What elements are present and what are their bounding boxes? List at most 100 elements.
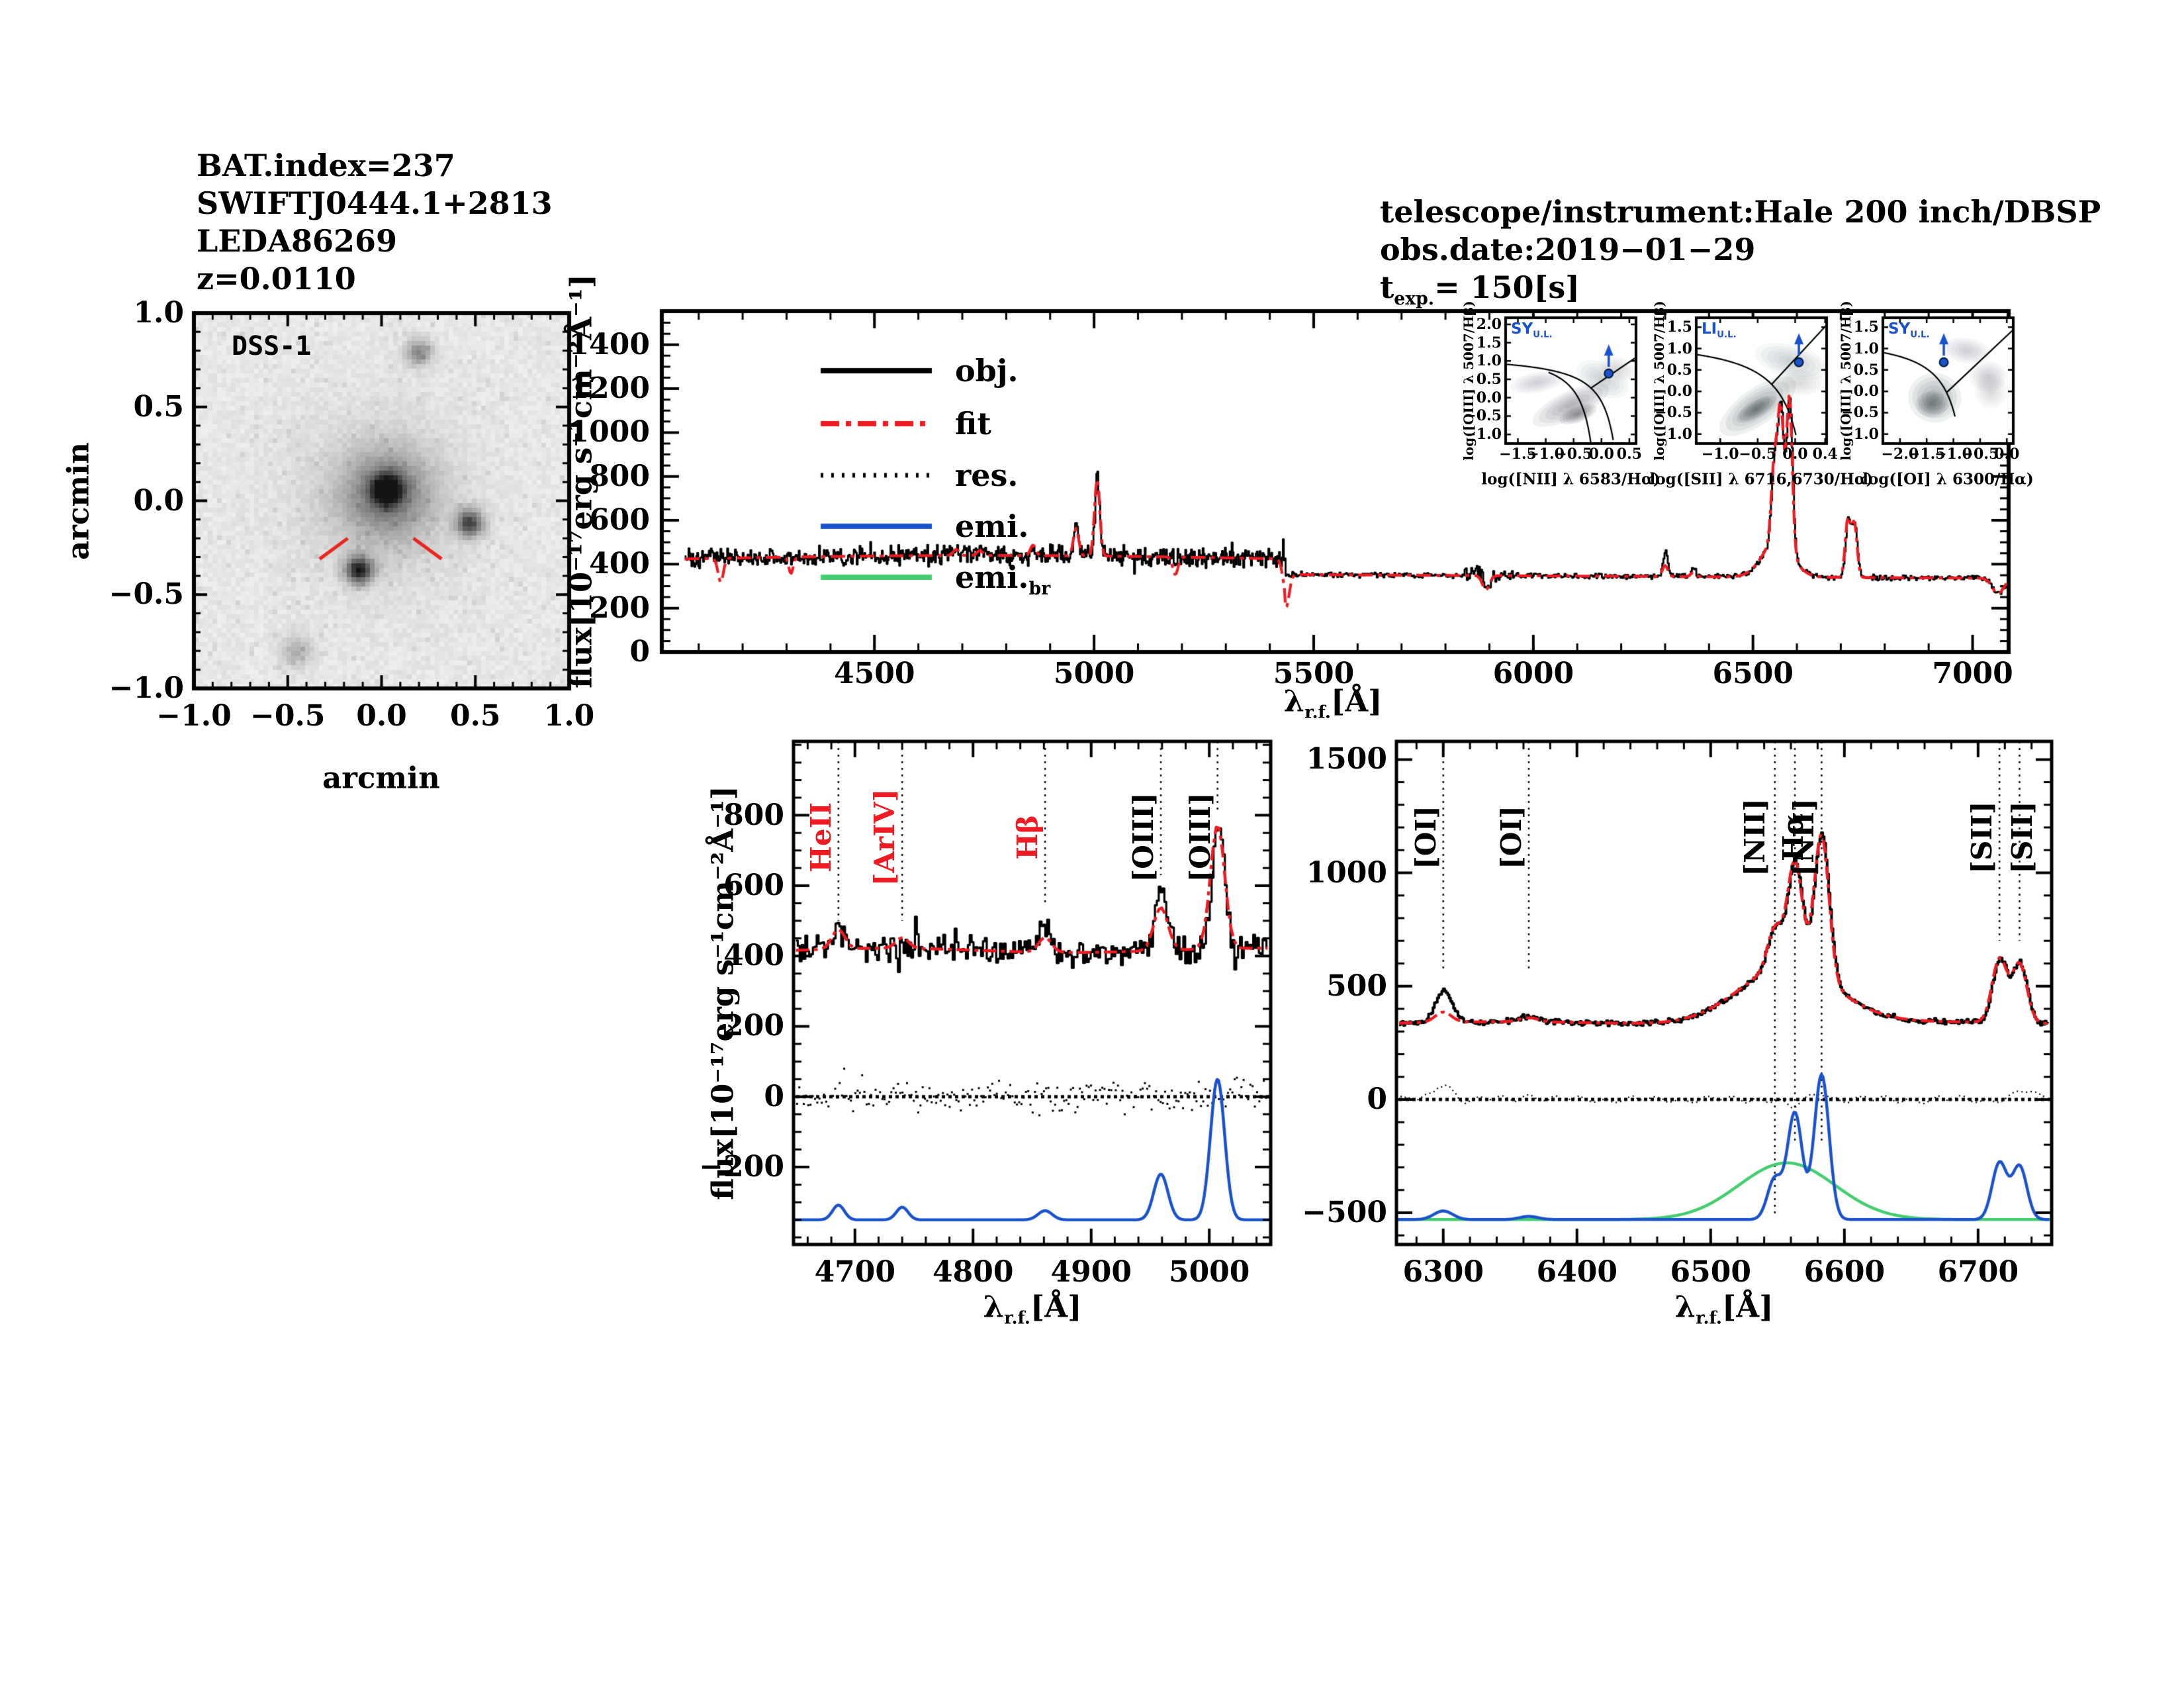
target-info-block: BAT.index=237 SWIFTJ0444.1+2813 LEDA8626… xyxy=(197,147,553,298)
dss-xaxis-title: arcmin xyxy=(322,760,440,796)
emission-line-label: [SII] xyxy=(1966,801,1999,874)
main-ytick-label: 600 xyxy=(589,503,650,538)
main-xtick-label: 6000 xyxy=(1492,657,1574,690)
bpt-ytick-label: −1.0 xyxy=(1841,425,1879,443)
bpt-xtick-label: −0.5 xyxy=(1961,445,1999,463)
emission-line-label: Hβ xyxy=(1011,815,1044,860)
bpt-xtick-label: 0.0 xyxy=(1994,445,2020,463)
zoom-xtick-label: 6300 xyxy=(1402,1255,1484,1289)
zoom-ytick-label: 0 xyxy=(764,1079,784,1113)
zoomblue-yaxis-title: flux[10⁻¹⁷erg s⁻¹cm⁻²Å⁻¹] xyxy=(705,786,741,1200)
bpt-ytick-label: −0.5 xyxy=(1655,404,1692,422)
bpt-xtick-label: −0.5 xyxy=(1739,445,1777,463)
obs-date: obs.date:2019−01−29 xyxy=(1380,232,1756,267)
main-ytick-label: 0 xyxy=(629,635,650,669)
zoom-xtick-label: 4800 xyxy=(933,1255,1014,1289)
main-ytick-label: 800 xyxy=(589,459,650,493)
leda-name: LEDA86269 xyxy=(197,223,398,259)
main-xaxis-title: λr.f.[Å] xyxy=(1283,683,1383,723)
zoom-xtick-label: 6700 xyxy=(1937,1255,2019,1289)
emission-line-label: [OIII] xyxy=(1183,792,1216,882)
legend-label-fit: fit xyxy=(955,406,991,442)
bpt-xtick-label: 0.0 xyxy=(1588,445,1614,463)
zoom-ytick-label: 1000 xyxy=(1306,855,1387,890)
bpt-ytick-label: 1.5 xyxy=(1476,334,1502,352)
dss-xtick-label: −1.0 xyxy=(156,699,232,733)
bpt-yaxis-title: log([OIII] λ 5007/Hβ) xyxy=(1461,301,1477,461)
zoom-ytick-label: 400 xyxy=(723,939,784,973)
zoom-ytick-label: −200 xyxy=(699,1150,784,1184)
dss-tag: DSS-1 xyxy=(232,331,312,361)
bpt-xtick-label: −2.0 xyxy=(1881,445,1919,463)
obs-info-block: telescope/instrument:Hale 200 inch/DBSP … xyxy=(1380,193,2101,318)
bpt-ytick-label: 0.5 xyxy=(1666,361,1692,379)
zoom-ytick-label: −500 xyxy=(1302,1196,1387,1230)
legend-label-res: res. xyxy=(955,457,1019,493)
bpt-ytick-label: 0.5 xyxy=(1853,361,1879,379)
bpt-ytick-label: −0.5 xyxy=(1841,404,1879,422)
bpt-ytick-label: 0.5 xyxy=(1476,371,1502,389)
bpt-ytick-label: 1.5 xyxy=(1666,318,1692,336)
bpt-xtick-label: 0.5 xyxy=(1616,445,1643,463)
main-ytick-label: 400 xyxy=(589,547,650,581)
bpt-ytick-label: 1.0 xyxy=(1666,340,1692,357)
bpt-xtick-label: −1.5 xyxy=(1499,445,1537,463)
emission-line-label: [OI] xyxy=(1409,806,1442,869)
zoom-ytick-label: 0 xyxy=(1367,1082,1387,1116)
emission-line-label: HeII xyxy=(804,802,837,872)
bpt-xtick-label: −1.5 xyxy=(1907,445,1946,463)
emission-line-label: [SII] xyxy=(2005,801,2038,874)
zoom-xtick-label: 6500 xyxy=(1670,1255,1752,1289)
main-xtick-label: 4500 xyxy=(834,657,915,690)
emission-line-label: [NII] xyxy=(1788,798,1821,876)
main-xtick-label: 5000 xyxy=(1053,657,1135,690)
bpt-xaxis-title: log([NII] λ 6583/Hα) xyxy=(1481,470,1661,489)
bpt-xtick-label: 0.0 xyxy=(1782,445,1808,463)
zoom-ytick-label: 600 xyxy=(723,868,784,902)
bpt-xaxis-title: log([OI] λ 6300/Hα) xyxy=(1862,470,2034,489)
bpt-ytick-label: 0.0 xyxy=(1476,389,1502,406)
dss-yaxis-title: arcmin xyxy=(60,442,96,560)
zoom-ytick-label: 1500 xyxy=(1306,742,1387,776)
bpt-ytick-label: −1.0 xyxy=(1464,426,1502,444)
bpt-class-label: SYU.L. xyxy=(1511,320,1553,340)
bpt-xaxis-title: log([SII] λ 6716,6730/Hα) xyxy=(1649,470,1874,489)
bpt-xtick-label: −1.0 xyxy=(1527,445,1565,463)
emission-line-label: [NII] xyxy=(1738,798,1771,876)
bpt-ytick-label: 2.0 xyxy=(1476,315,1502,333)
bpt-xtick-label: −1.0 xyxy=(1934,445,1972,463)
dss-ytick-label: 0.5 xyxy=(133,389,184,424)
zoomred-xaxis-title: λr.f.[Å] xyxy=(1674,1289,1774,1329)
dss-ytick-label: −0.5 xyxy=(109,577,184,612)
bpt-yaxis-title: log([OIII] λ 5007/Hβ) xyxy=(1838,301,1854,461)
dss-xtick-label: 0.5 xyxy=(449,699,501,733)
bpt-class-label: SYU.L. xyxy=(1888,320,1930,340)
bpt-ytick-label: −0.5 xyxy=(1464,407,1502,425)
main-ytick-label: 1200 xyxy=(569,371,650,406)
bpt-ytick-label: 1.0 xyxy=(1853,340,1879,357)
dss-ytick-label: 0.0 xyxy=(133,483,184,518)
legend-label-emi-br: emi.br xyxy=(955,559,1051,600)
dss-xtick-label: 0.0 xyxy=(356,699,407,733)
zoom-ytick-label: 800 xyxy=(723,798,784,832)
bpt-ytick-label: −1.0 xyxy=(1655,425,1692,443)
legend-label-obj: obj. xyxy=(955,353,1019,389)
bat-index: BAT.index=237 xyxy=(197,148,455,183)
dss-xtick-label: −0.5 xyxy=(250,699,326,733)
zoom-ytick-label: 500 xyxy=(1326,968,1387,1003)
dss-ytick-label: −1.0 xyxy=(109,671,184,705)
zoom-xtick-label: 5000 xyxy=(1168,1255,1250,1289)
main-xtick-label: 5500 xyxy=(1273,657,1355,690)
dss-xtick-label: 1.0 xyxy=(543,699,595,733)
bpt-yaxis-title: log([OIII] λ 5007/Hβ) xyxy=(1651,301,1667,461)
swift-name: SWIFTJ0444.1+2813 xyxy=(197,185,553,221)
dss-ytick-label: 1.0 xyxy=(133,296,184,330)
zoom-ytick-label: 200 xyxy=(723,1009,784,1043)
bpt-xtick-label: −0.5 xyxy=(1555,445,1593,463)
bpt-ytick-label: 0.0 xyxy=(1666,383,1692,400)
main-ytick-label: 1400 xyxy=(569,327,650,361)
zoomblue-xaxis-title: λr.f.[Å] xyxy=(983,1289,1082,1329)
main-ytick-label: 1000 xyxy=(569,415,650,449)
emission-line-label: [OI] xyxy=(1495,806,1528,869)
